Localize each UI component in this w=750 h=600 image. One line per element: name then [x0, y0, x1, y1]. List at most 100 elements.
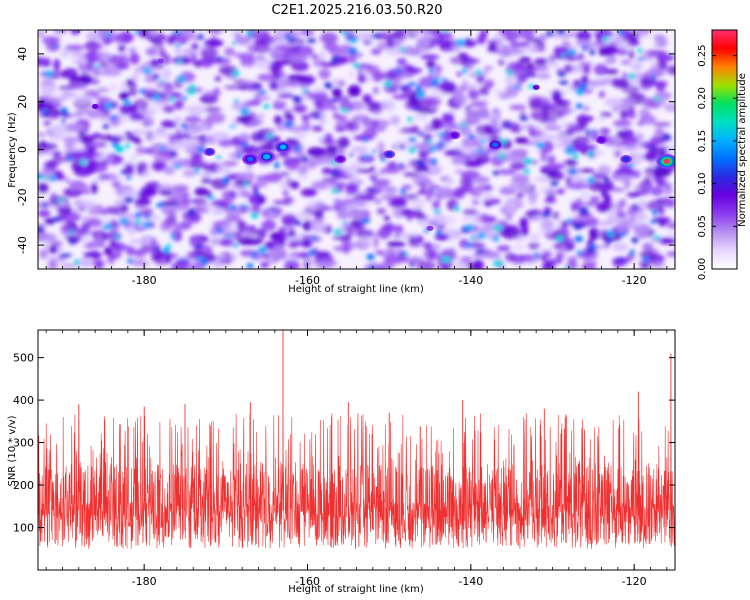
- heatmap-cell: [578, 61, 593, 67]
- heatmap-cell: [223, 216, 243, 223]
- heatmap-cell: [282, 189, 289, 197]
- heatmap-cell: [181, 138, 195, 149]
- heatmap-cell: [65, 235, 80, 241]
- heatmap-cell: [160, 121, 171, 126]
- heatmap-cell: [353, 134, 374, 141]
- heatmap-cell: [180, 30, 195, 38]
- heatmap-cell: [124, 196, 134, 203]
- heatmap-cell: [234, 99, 239, 104]
- heatmap-cell: [381, 223, 397, 233]
- heatmap-cell: [372, 236, 379, 249]
- heatmap-cell: [416, 260, 436, 269]
- heatmap-cell: [464, 105, 472, 112]
- heatmap-cell: [53, 30, 69, 34]
- heatmap-cell: [347, 85, 361, 97]
- spectrogram-x-axis: -180 -160 -140 -120: [45, 30, 668, 287]
- heatmap-cell: [558, 110, 566, 116]
- heatmap-cell: [549, 107, 561, 120]
- heatmap-cell: [506, 69, 513, 76]
- heatmap-cell: [310, 54, 319, 59]
- heatmap-cell: [519, 56, 532, 64]
- heatmap-cell: [522, 73, 538, 78]
- heatmap-cell: [110, 115, 118, 121]
- colorbar-tick-label: 0.25: [697, 44, 708, 66]
- heatmap-cell: [649, 220, 658, 224]
- heatmap-cell: [203, 39, 224, 47]
- heatmap-cell: [206, 112, 226, 124]
- heatmap-cell: [237, 152, 242, 159]
- heatmap-cell: [615, 47, 628, 56]
- heatmap-cell: [599, 200, 615, 212]
- heatmap-cell: [361, 118, 380, 128]
- heatmap-cell: [134, 197, 151, 206]
- heatmap-cell: [301, 114, 310, 122]
- colorbar: 0.00 0.05 0.10 0.15 0.20 0.25 Normalized spec…: [697, 29, 748, 280]
- snr-x-axis: -180 -160 -140 -120: [45, 330, 668, 588]
- heatmap-cell: [234, 31, 243, 42]
- heatmap-cell: [516, 192, 524, 199]
- heatmap-cell: [308, 259, 315, 269]
- heatmap-cell: [650, 160, 658, 168]
- heatmap-cell: [355, 229, 375, 239]
- heatmap-cell: [325, 145, 338, 152]
- heatmap-cell: [274, 162, 280, 169]
- heatmap-cell: [85, 164, 96, 175]
- heatmap-cell: [349, 161, 367, 169]
- heatmap-cell: [604, 68, 619, 75]
- heatmap-cell: [372, 86, 379, 95]
- heatmap-cell: [323, 82, 333, 89]
- heatmap-cell: [394, 224, 404, 235]
- heatmap-cell: [193, 243, 203, 249]
- heatmap-cell: [86, 107, 100, 120]
- heatmap-cell: [211, 207, 226, 216]
- heatmap-cell: [43, 120, 52, 126]
- heatmap-cell: [251, 204, 261, 214]
- heatmap-cell: [482, 65, 490, 77]
- heatmap-cell: [527, 241, 541, 251]
- heatmap-cell: [389, 115, 400, 126]
- heatmap-cell: [267, 133, 273, 140]
- heatmap-cell: [255, 57, 274, 69]
- heatmap-cell: [578, 207, 589, 214]
- heatmap-cell: [99, 159, 109, 166]
- heatmap-cell: [431, 244, 441, 249]
- heatmap-cell: [129, 113, 145, 120]
- heatmap-cell: [589, 244, 597, 249]
- heatmap-cell: [652, 97, 662, 101]
- heatmap-cell: [153, 247, 160, 252]
- heatmap-cell: [87, 141, 108, 149]
- heatmap-cell: [103, 223, 113, 230]
- heatmap-cell: [551, 211, 560, 220]
- heatmap-cell: [211, 199, 229, 208]
- heatmap-cell: [376, 207, 387, 215]
- heatmap-cell: [533, 253, 540, 258]
- heatmap-cell: [454, 169, 464, 174]
- heatmap-cell: [182, 198, 191, 206]
- heatmap-cell: [521, 64, 538, 74]
- heatmap-cell: [504, 121, 510, 128]
- heatmap-cell: [370, 48, 382, 55]
- heatmap-cell: [174, 43, 181, 48]
- heatmap-cell: [456, 71, 463, 77]
- heatmap-cell: [196, 146, 206, 153]
- heatmap-cell: [196, 256, 205, 261]
- heatmap-cell: [393, 233, 400, 240]
- heatmap-cell: [47, 96, 66, 103]
- heatmap-cell: [246, 263, 254, 269]
- snr-y-label: SNR (10 * v/v): [7, 415, 18, 486]
- heatmap-hotspot-core: [451, 132, 458, 138]
- spectrogram-x-label: Height of straight line (km): [288, 284, 424, 295]
- heatmap-cell: [211, 220, 232, 227]
- heatmap-cell: [349, 210, 366, 220]
- heatmap-cell: [273, 115, 283, 125]
- heatmap-cell: [486, 198, 501, 205]
- heatmap-cell: [383, 80, 393, 87]
- heatmap-cell: [79, 84, 87, 90]
- heatmap-cell: [38, 233, 57, 242]
- heatmap-cell: [634, 31, 650, 40]
- heatmap-cell: [573, 153, 579, 159]
- heatmap-cell: [637, 199, 648, 208]
- heatmap-cell: [462, 68, 468, 74]
- heatmap-cell: [442, 178, 455, 185]
- heatmap-cell: [174, 164, 182, 169]
